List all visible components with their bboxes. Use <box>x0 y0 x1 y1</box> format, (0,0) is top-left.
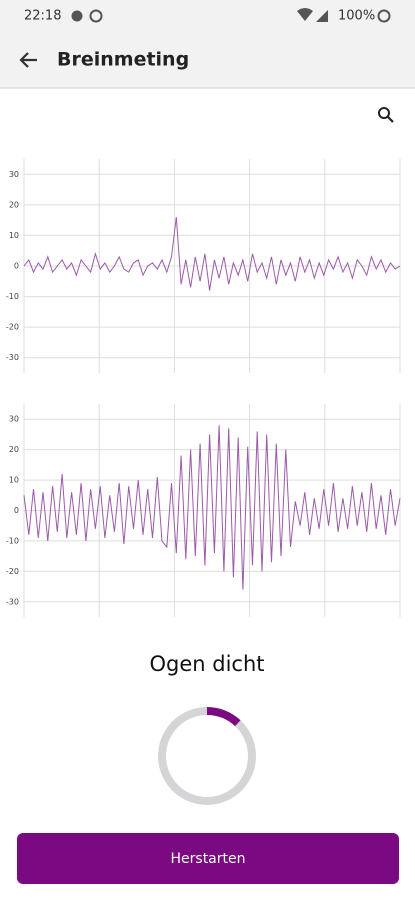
y-tick-label: 10 <box>9 231 19 240</box>
y-tick-label: 30 <box>9 170 19 179</box>
progress-arc <box>206 707 241 727</box>
y-tick-label: -10 <box>6 536 19 545</box>
back-button[interactable] <box>19 52 37 68</box>
y-tick-label: 30 <box>9 415 19 424</box>
state-label: Ogen dicht <box>149 652 264 676</box>
y-tick-label: 10 <box>9 476 19 485</box>
button-label[interactable]: Herstarten <box>171 851 246 867</box>
status-icon <box>71 10 83 22</box>
y-tick-label: 0 <box>14 262 19 271</box>
restart-button[interactable]: Herstarten <box>17 833 399 884</box>
signal-icon <box>316 10 328 22</box>
signal-line <box>23 425 401 590</box>
status-icon <box>89 9 103 23</box>
status-time: 22:18 <box>24 9 61 24</box>
y-tick-label: -30 <box>6 353 19 362</box>
y-tick-label: 0 <box>14 506 19 515</box>
progress-track <box>158 707 256 805</box>
y-tick-label: 20 <box>9 445 19 454</box>
signal-line <box>23 217 401 291</box>
y-tick-label: -10 <box>6 292 19 301</box>
wifi-icon <box>297 8 313 21</box>
search-button[interactable] <box>378 107 394 123</box>
status-battery: 100% <box>338 9 375 24</box>
battery-icon <box>377 9 391 23</box>
y-tick-label: -20 <box>6 323 19 332</box>
y-tick-label: 20 <box>9 200 19 209</box>
app-header-bg <box>0 0 415 88</box>
y-tick-label: -30 <box>6 597 19 606</box>
button-bg[interactable] <box>17 833 399 884</box>
y-tick-label: -20 <box>6 567 19 576</box>
app-title: Breinmeting <box>57 49 189 71</box>
